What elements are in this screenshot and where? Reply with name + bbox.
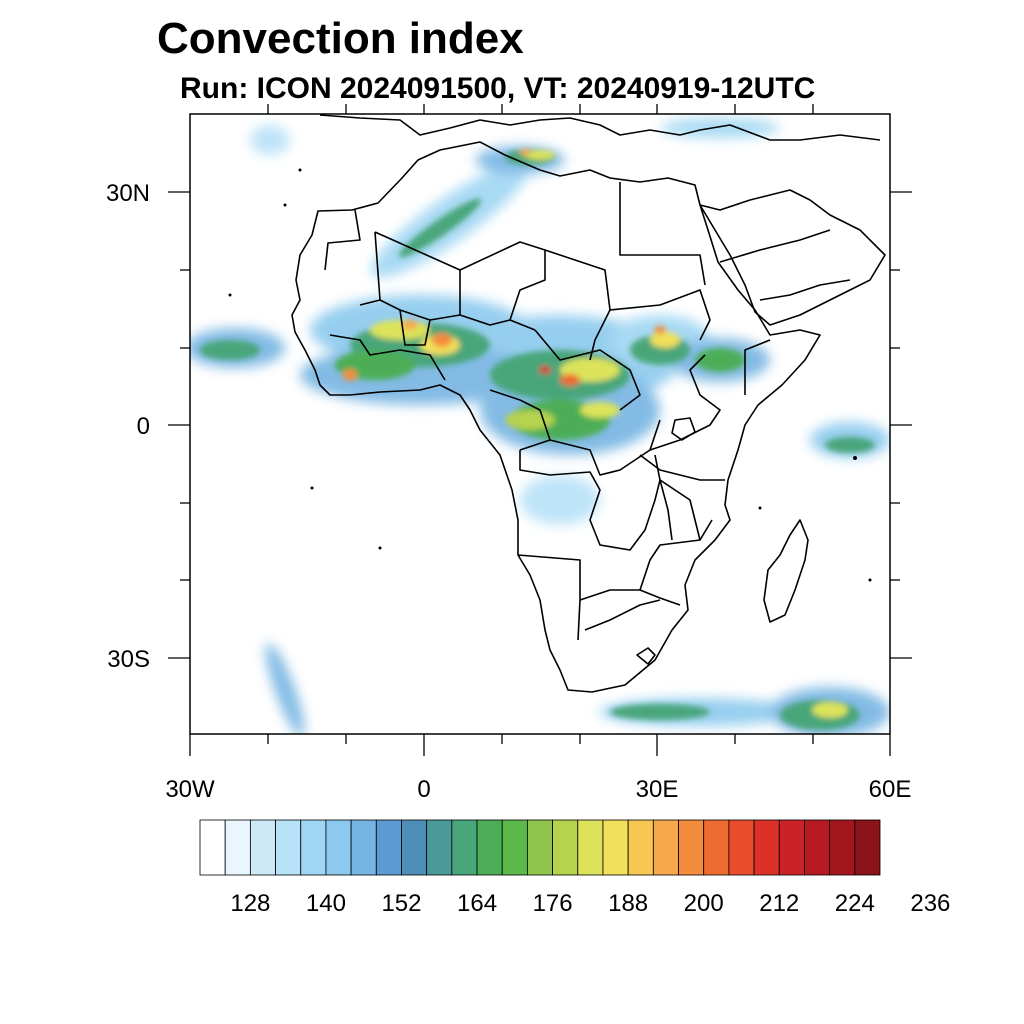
colorbar-bin-2 xyxy=(249,819,276,876)
colorbar-bin-10 xyxy=(451,819,478,876)
colorbar-tick-label: 176 xyxy=(533,890,573,917)
colorbar-bin-25 xyxy=(829,819,856,876)
colorbar-tick-label: 164 xyxy=(457,890,497,917)
latitude-labels: 30N 0 30S xyxy=(106,180,150,673)
colorbar-bin-17 xyxy=(627,819,654,876)
colorbar-bin-0 xyxy=(199,819,226,876)
colorbar-bin-7 xyxy=(375,819,402,876)
colorbar-tick-label: 236 xyxy=(910,890,950,917)
map-field-layer xyxy=(190,114,890,734)
map-frame xyxy=(189,113,891,735)
colorbar-tick-label: 188 xyxy=(608,890,648,917)
colorbar xyxy=(199,819,881,876)
colorbar-bin-5 xyxy=(325,819,352,876)
lon-label-30e: 30E xyxy=(636,776,679,803)
colorbar-tick-label: 140 xyxy=(306,890,346,917)
colorbar-tick-label: 212 xyxy=(759,890,799,917)
islands xyxy=(228,168,872,582)
colorbar-bin-13 xyxy=(527,819,553,876)
colorbar-tick-label: 200 xyxy=(684,890,724,917)
colorbar-tick-label: 224 xyxy=(835,890,875,917)
colorbar-bin-21 xyxy=(728,819,755,876)
colorbar-bin-18 xyxy=(652,819,679,876)
colorbar-bin-26 xyxy=(854,819,881,876)
colorbar-bin-3 xyxy=(275,819,302,876)
colorbar-labels: 128 140 152 164 176 188 200 212 224 236 xyxy=(230,890,950,917)
lat-label-30s: 30S xyxy=(107,646,150,673)
lon-label-0: 0 xyxy=(417,776,430,803)
convection-field xyxy=(190,118,890,734)
lat-label-0: 0 xyxy=(137,413,150,440)
colorbar-bin-1 xyxy=(224,819,251,876)
colorbar-bin-6 xyxy=(350,819,377,876)
colorbar-bin-22 xyxy=(753,819,780,876)
colorbar-bin-9 xyxy=(426,819,453,876)
colorbar-bin-12 xyxy=(501,819,528,876)
colorbar-bin-11 xyxy=(476,819,503,876)
map-title: Convection index xyxy=(157,14,524,63)
coastlines-and-borders xyxy=(291,114,886,693)
lon-label-30w: 30W xyxy=(165,776,215,803)
colorbar-bin-15 xyxy=(577,819,604,876)
axis-ticks xyxy=(168,104,912,756)
colorbar-tick-label: 128 xyxy=(230,890,270,917)
colorbar-bin-24 xyxy=(804,819,831,876)
colorbar-bin-14 xyxy=(552,819,579,876)
colorbar-bin-8 xyxy=(401,819,428,876)
colorbar-bin-16 xyxy=(602,819,629,876)
colorbar-bin-4 xyxy=(300,819,327,876)
colorbar-tick-label: 152 xyxy=(381,890,421,917)
colorbar-bin-19 xyxy=(678,819,705,876)
lat-label-30n: 30N xyxy=(106,180,150,207)
longitude-labels: 30W 0 30E 60E xyxy=(165,776,911,803)
colorbar-bin-23 xyxy=(778,819,805,876)
lon-label-60e: 60E xyxy=(869,776,912,803)
colorbar-bin-20 xyxy=(703,819,730,876)
map-subtitle: Run: ICON 2024091500, VT: 20240919-12UTC xyxy=(180,72,816,105)
